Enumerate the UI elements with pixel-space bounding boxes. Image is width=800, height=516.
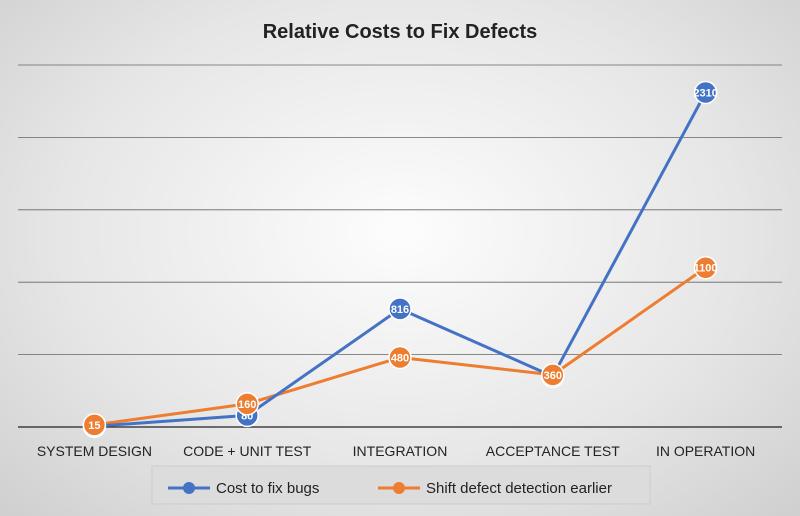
series-layer: 580816350231015 160 480 360 1100 (82, 80, 718, 439)
x-tick-label: ACCEPTANCE TEST (486, 443, 621, 459)
legend-label: Cost to fix bugs (216, 480, 319, 497)
data-point (693, 255, 718, 280)
data-point (388, 297, 412, 321)
x-tick-label: INTEGRATION (353, 443, 448, 459)
data-label: 1100 (694, 263, 718, 275)
series-points-0: 5808163502310 (82, 80, 718, 439)
x-tick-label: IN OPERATION (656, 443, 755, 459)
data-label: 816 (391, 304, 409, 316)
x-tick-label: SYSTEM DESIGN (37, 443, 152, 459)
data-point (235, 392, 259, 416)
legend-label: Shift defect detection earlier (426, 480, 612, 497)
legend-marker (393, 482, 405, 494)
x-axis-tick-labels: SYSTEM DESIGN CODE + UNIT TEST INTEGRATION… (37, 443, 755, 459)
data-label: 360 (544, 370, 562, 382)
legend: Cost to fix bugs Shift defect detection e… (151, 465, 651, 505)
gridlines (18, 64, 782, 356)
data-label: 160 (238, 399, 256, 411)
data-point (388, 345, 412, 370)
series-0 (94, 91, 707, 428)
data-label: 2310 (693, 88, 717, 100)
data-label: 480 (391, 352, 409, 364)
data-point (693, 80, 718, 105)
legend-marker (183, 482, 195, 494)
data-point (541, 363, 565, 387)
series-points-1: 15 160 480 360 1100 (82, 255, 718, 437)
data-point (82, 413, 107, 437)
data-label: 15 (88, 420, 100, 432)
series-line (94, 91, 707, 428)
chart-title: Relative Costs to Fix Defects (263, 21, 538, 43)
x-tick-label: CODE + UNIT TEST (183, 443, 312, 459)
